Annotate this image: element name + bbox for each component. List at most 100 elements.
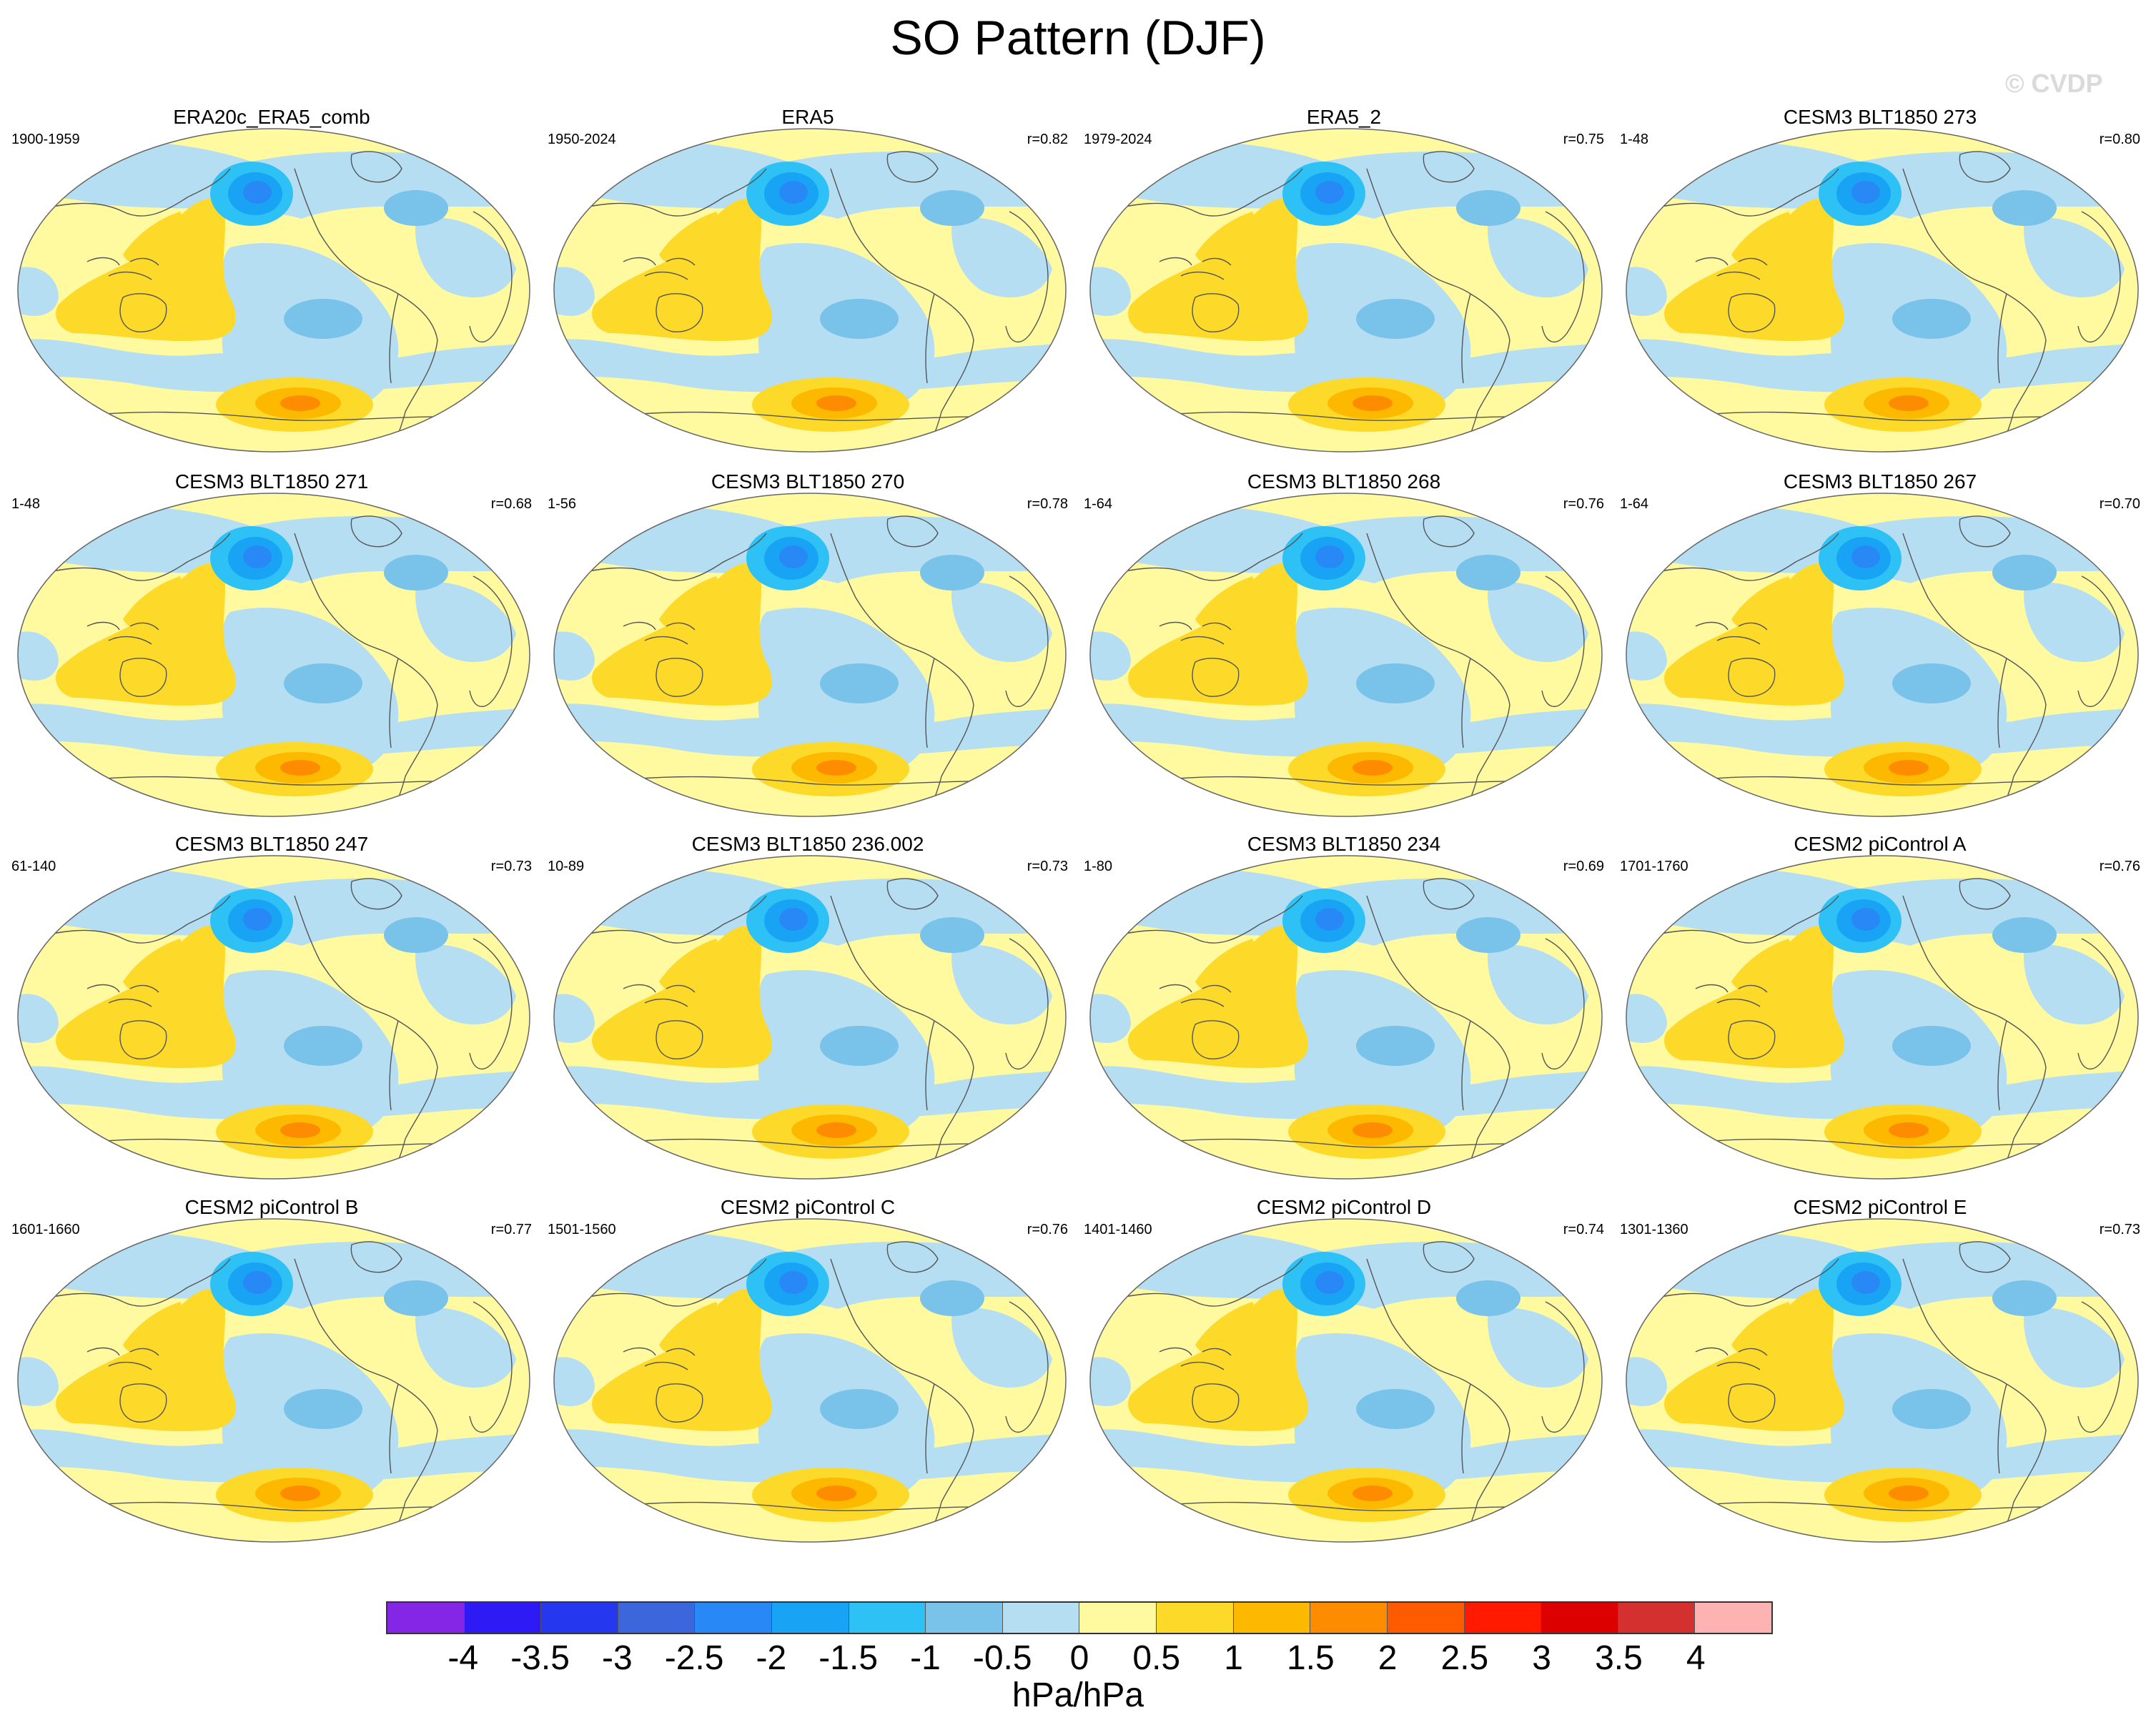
panel-title: CESM3 BLT1850 268 — [1247, 470, 1441, 493]
panel-correlation: r=0.69 — [1563, 859, 1604, 874]
panel-title: CESM3 BLT1850 234 — [1247, 833, 1441, 855]
map-panel: ERA20c_ERA5_comb 1900-1959 — [7, 106, 536, 478]
map-panel: CESM2 piControl A 1701-1760 r=0.76 — [1616, 833, 2145, 1205]
colorbar-swatch — [618, 1603, 696, 1633]
colorbar-swatch — [541, 1603, 618, 1633]
map-panel: ERA5_2 1979-2024 r=0.75 — [1079, 106, 1608, 478]
colorbar-tick-label: -3 — [601, 1639, 633, 1677]
colorbar-swatch — [1618, 1603, 1696, 1633]
panel-title: CESM3 BLT1850 267 — [1783, 470, 1977, 493]
panel-correlation: r=0.73 — [490, 859, 532, 874]
panel-correlation: r=0.75 — [1563, 132, 1604, 147]
colorbar-swatch — [1541, 1603, 1618, 1633]
panel-correlation: r=0.76 — [1563, 496, 1604, 512]
watermark: © CVDP — [2005, 69, 2103, 98]
map-panel: CESM2 piControl B 1601-1660 r=0.77 — [7, 1196, 536, 1568]
robinson-map — [17, 855, 530, 1180]
colorbar-tick-label: 3.5 — [1595, 1639, 1643, 1677]
panel-title: ERA5 — [781, 106, 834, 128]
colorbar-tick-label: 4 — [1686, 1639, 1706, 1677]
colorbar-swatch — [695, 1603, 773, 1633]
panel-title: CESM3 BLT1850 236.002 — [691, 833, 924, 855]
panel-title: CESM2 piControl C — [720, 1196, 896, 1218]
panel-correlation: r=0.82 — [1027, 132, 1068, 147]
robinson-map — [1626, 128, 2139, 453]
colorbar-swatch — [772, 1603, 849, 1633]
panel-years: 1501-1560 — [548, 1222, 616, 1237]
map-panels-grid: ERA20c_ERA5_comb 1900-1959 ERA5 1950-2024 r=… — [7, 106, 2145, 1568]
robinson-map — [17, 128, 530, 453]
panel-title: CESM3 BLT1850 273 — [1783, 106, 1977, 128]
panel-years: 1900-1959 — [11, 132, 80, 147]
colorbar-swatch — [1387, 1603, 1465, 1633]
panel-correlation: r=0.73 — [2099, 1222, 2140, 1237]
colorbar — [386, 1601, 1773, 1634]
robinson-map — [17, 1218, 530, 1543]
panel-title: ERA5_2 — [1306, 106, 1382, 128]
figure-title: SO Pattern (DJF) — [890, 11, 1266, 65]
map-panel: CESM2 piControl E 1301-1360 r=0.73 — [1616, 1196, 2145, 1568]
map-panel: CESM3 BLT1850 234 1-80 r=0.69 — [1079, 833, 1608, 1205]
colorbar-tick-label: 0 — [1069, 1639, 1089, 1677]
colorbar-swatch — [1233, 1603, 1311, 1633]
colorbar-tick-label: 2 — [1378, 1639, 1398, 1677]
map-panel: CESM3 BLT1850 236.002 10-89 r=0.73 — [543, 833, 1072, 1205]
panel-years: 1-48 — [11, 496, 41, 512]
robinson-map — [553, 1218, 1067, 1543]
panel-title: CESM2 piControl E — [1793, 1196, 1967, 1218]
panel-years: 1-64 — [1084, 496, 1113, 512]
colorbar-swatch — [1695, 1603, 1771, 1633]
panel-years: 1701-1760 — [1620, 859, 1688, 874]
panel-title: ERA20c_ERA5_comb — [173, 106, 370, 128]
robinson-map — [553, 855, 1067, 1180]
panel-title: CESM2 piControl B — [184, 1196, 359, 1218]
panel-correlation: r=0.73 — [1027, 859, 1068, 874]
colorbar-swatch — [1079, 1603, 1157, 1633]
panel-years: 1401-1460 — [1084, 1222, 1152, 1237]
colorbar-tick-label: -4 — [447, 1639, 479, 1677]
panel-years: 1979-2024 — [1084, 132, 1152, 147]
colorbar-swatch — [926, 1603, 1003, 1633]
map-panel: CESM3 BLT1850 247 61-140 r=0.73 — [7, 833, 536, 1205]
panel-years: 1-56 — [548, 496, 577, 512]
colorbar-swatch — [1002, 1603, 1080, 1633]
colorbar-tick-label: -0.5 — [972, 1639, 1032, 1677]
colorbar-tick-label: 1 — [1224, 1639, 1243, 1677]
panel-years: 61-140 — [11, 859, 56, 874]
colorbar-tick-label: -2.5 — [664, 1639, 724, 1677]
colorbar-tick-label: -3.5 — [510, 1639, 570, 1677]
panel-years: 1-80 — [1084, 859, 1113, 874]
panel-years: 1-48 — [1620, 132, 1649, 147]
robinson-map — [1089, 128, 1603, 453]
panel-title: CESM2 piControl D — [1256, 1196, 1432, 1218]
panel-title: CESM2 piControl A — [1794, 833, 1967, 855]
map-panel: CESM3 BLT1850 270 1-56 r=0.78 — [543, 470, 1072, 842]
panel-correlation: r=0.76 — [1027, 1222, 1068, 1237]
robinson-map — [1089, 855, 1603, 1180]
colorbar-swatch — [387, 1603, 465, 1633]
colorbar-tick-label: 1.5 — [1286, 1639, 1335, 1677]
panel-years: 1-64 — [1620, 496, 1649, 512]
robinson-map — [1626, 855, 2139, 1180]
panel-title: CESM3 BLT1850 270 — [711, 470, 905, 493]
map-panel: ERA5 1950-2024 r=0.82 — [543, 106, 1072, 478]
robinson-map — [1089, 493, 1603, 817]
map-panel: CESM3 BLT1850 267 1-64 r=0.70 — [1616, 470, 2145, 842]
colorbar-tick-label: 2.5 — [1440, 1639, 1489, 1677]
robinson-map — [1089, 1218, 1603, 1543]
colorbar-swatch — [1310, 1603, 1388, 1633]
panel-years: 1601-1660 — [11, 1222, 80, 1237]
panel-years: 1950-2024 — [548, 132, 616, 147]
panel-correlation: r=0.76 — [2099, 859, 2140, 874]
colorbar-tick-label: -1 — [910, 1639, 941, 1677]
map-panel: CESM3 BLT1850 271 1-48 r=0.68 — [7, 470, 536, 842]
colorbar-tick-label: -1.5 — [819, 1639, 879, 1677]
panel-years: 1301-1360 — [1620, 1222, 1688, 1237]
colorbar-swatch — [1157, 1603, 1234, 1633]
robinson-map — [17, 493, 530, 817]
colorbar-swatch — [849, 1603, 926, 1633]
colorbar-swatch — [1464, 1603, 1542, 1633]
colorbar-tick-label: 3 — [1532, 1639, 1552, 1677]
robinson-map — [553, 128, 1067, 453]
panel-title: CESM3 BLT1850 271 — [174, 470, 369, 493]
